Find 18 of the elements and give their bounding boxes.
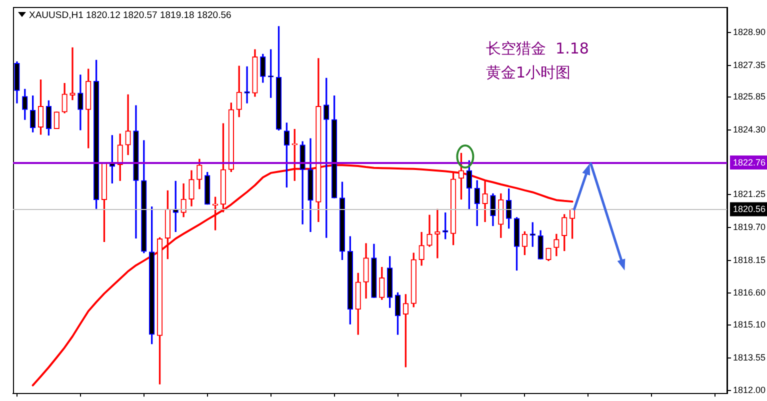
candlestick bbox=[125, 94, 131, 156]
chart-title: XAUUSD,H1 1820.12 1820.57 1819.18 1820.56 bbox=[29, 10, 232, 22]
ref-line-label: 1822.76 bbox=[733, 158, 766, 168]
y-tick-label: 1821.25 bbox=[733, 189, 766, 200]
y-tick-label: 1818.15 bbox=[733, 254, 766, 265]
ref-line-label: 1820.56 bbox=[733, 204, 766, 214]
y-tick-label: 1827.35 bbox=[733, 60, 766, 70]
y-tick-label: 1824.30 bbox=[733, 124, 766, 134]
annotation: 黄金1小时图 bbox=[486, 63, 571, 82]
y-tick-label: 1816.60 bbox=[733, 288, 766, 298]
y-tick-label: 1828.90 bbox=[733, 26, 766, 37]
y-tick-label: 1819.70 bbox=[733, 222, 766, 232]
y-tick-label: 1813.55 bbox=[733, 352, 766, 362]
y-tick-label: 1812.00 bbox=[733, 385, 766, 396]
annotation: 长空猎金 1.18 bbox=[486, 39, 589, 58]
y-tick-label: 1825.85 bbox=[733, 92, 766, 102]
y-tick-label: 1815.10 bbox=[733, 319, 766, 330]
candlestick bbox=[70, 47, 76, 100]
